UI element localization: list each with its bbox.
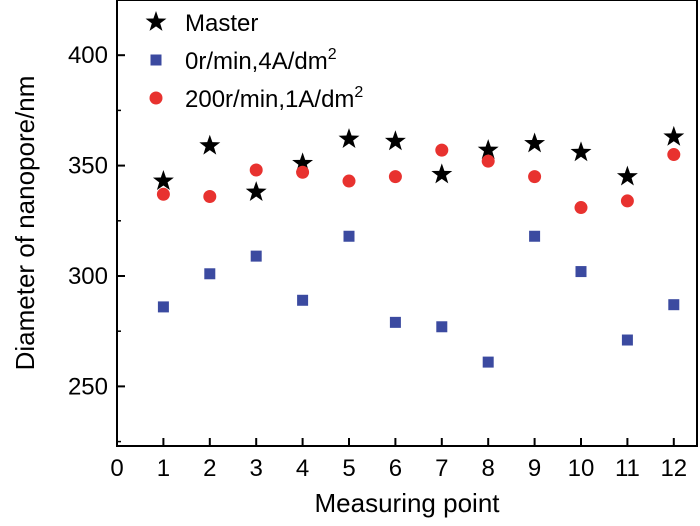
legend-label: 0r/min,4A/dm2 (185, 46, 337, 75)
circle-point (481, 154, 495, 168)
y-tick-label: 350 (68, 153, 108, 180)
x-tick-label: 10 (568, 455, 595, 482)
legend-marker-square (150, 54, 162, 66)
x-tick-label: 1 (157, 455, 170, 482)
circle-point (156, 187, 170, 201)
circle-point (203, 190, 217, 204)
points-layer (152, 125, 685, 368)
square-point (343, 230, 355, 242)
circle-point (435, 143, 449, 157)
plot-frame (116, 0, 698, 447)
x-tick-label: 12 (660, 455, 687, 482)
y-axis-title: Diameter of nanopore/nm (10, 76, 40, 371)
x-tick-label: 3 (250, 455, 263, 482)
x-tick-label: 2 (203, 455, 216, 482)
circle-point (388, 170, 402, 184)
y-tick-label: 300 (68, 263, 108, 290)
square-point (204, 268, 216, 280)
star-point (338, 128, 360, 148)
square-point (621, 334, 633, 346)
circle-point (342, 174, 356, 188)
legend-label-main: 0r/min,4A/dm (185, 48, 328, 75)
x-tick-label: 11 (615, 455, 640, 482)
legend-label-main: 200r/min,1A/dm (185, 86, 354, 113)
circle-point (667, 148, 681, 162)
legend-label-superscript: 2 (328, 46, 337, 63)
square-point (250, 250, 262, 262)
star-point (152, 170, 174, 190)
legend-marker-circle (149, 91, 163, 105)
circle-point (249, 163, 263, 177)
square-point (436, 321, 448, 333)
star-point (524, 132, 546, 153)
y-tick-label: 400 (68, 42, 108, 69)
star-point (431, 163, 453, 184)
circle-point (296, 165, 310, 179)
star-point (570, 141, 592, 162)
legend-label: 200r/min,1A/dm2 (185, 84, 363, 113)
x-tick-label: 4 (296, 455, 309, 482)
star-point (663, 125, 685, 146)
legend-label-superscript: 2 (354, 84, 363, 101)
legend-label: Master (185, 10, 258, 37)
square-point (668, 299, 680, 311)
star-point (384, 130, 406, 151)
square-point (389, 316, 401, 328)
legend-marker-star (145, 11, 167, 31)
square-point (529, 230, 541, 242)
x-tick-label: 7 (435, 455, 448, 482)
x-axis-title: Measuring point (315, 488, 501, 518)
square-point (482, 356, 494, 368)
square-point (297, 294, 309, 306)
star-point (292, 152, 314, 173)
x-tick-label: 6 (389, 455, 402, 482)
legend-label-main: Master (185, 10, 258, 37)
circle-point (574, 201, 588, 215)
square-point (575, 266, 587, 278)
x-tick-label: 9 (528, 455, 541, 482)
star-point (245, 181, 267, 201)
star-point (616, 165, 638, 186)
x-tick-label: 8 (482, 455, 495, 482)
star-point (477, 139, 499, 160)
square-point (157, 301, 169, 313)
y-tick-label: 250 (68, 373, 108, 400)
star-point (199, 134, 221, 155)
circle-point (528, 170, 542, 184)
circle-point (620, 194, 634, 208)
x-tick-label: 5 (342, 455, 355, 482)
x-tick-label: 0 (110, 455, 123, 482)
